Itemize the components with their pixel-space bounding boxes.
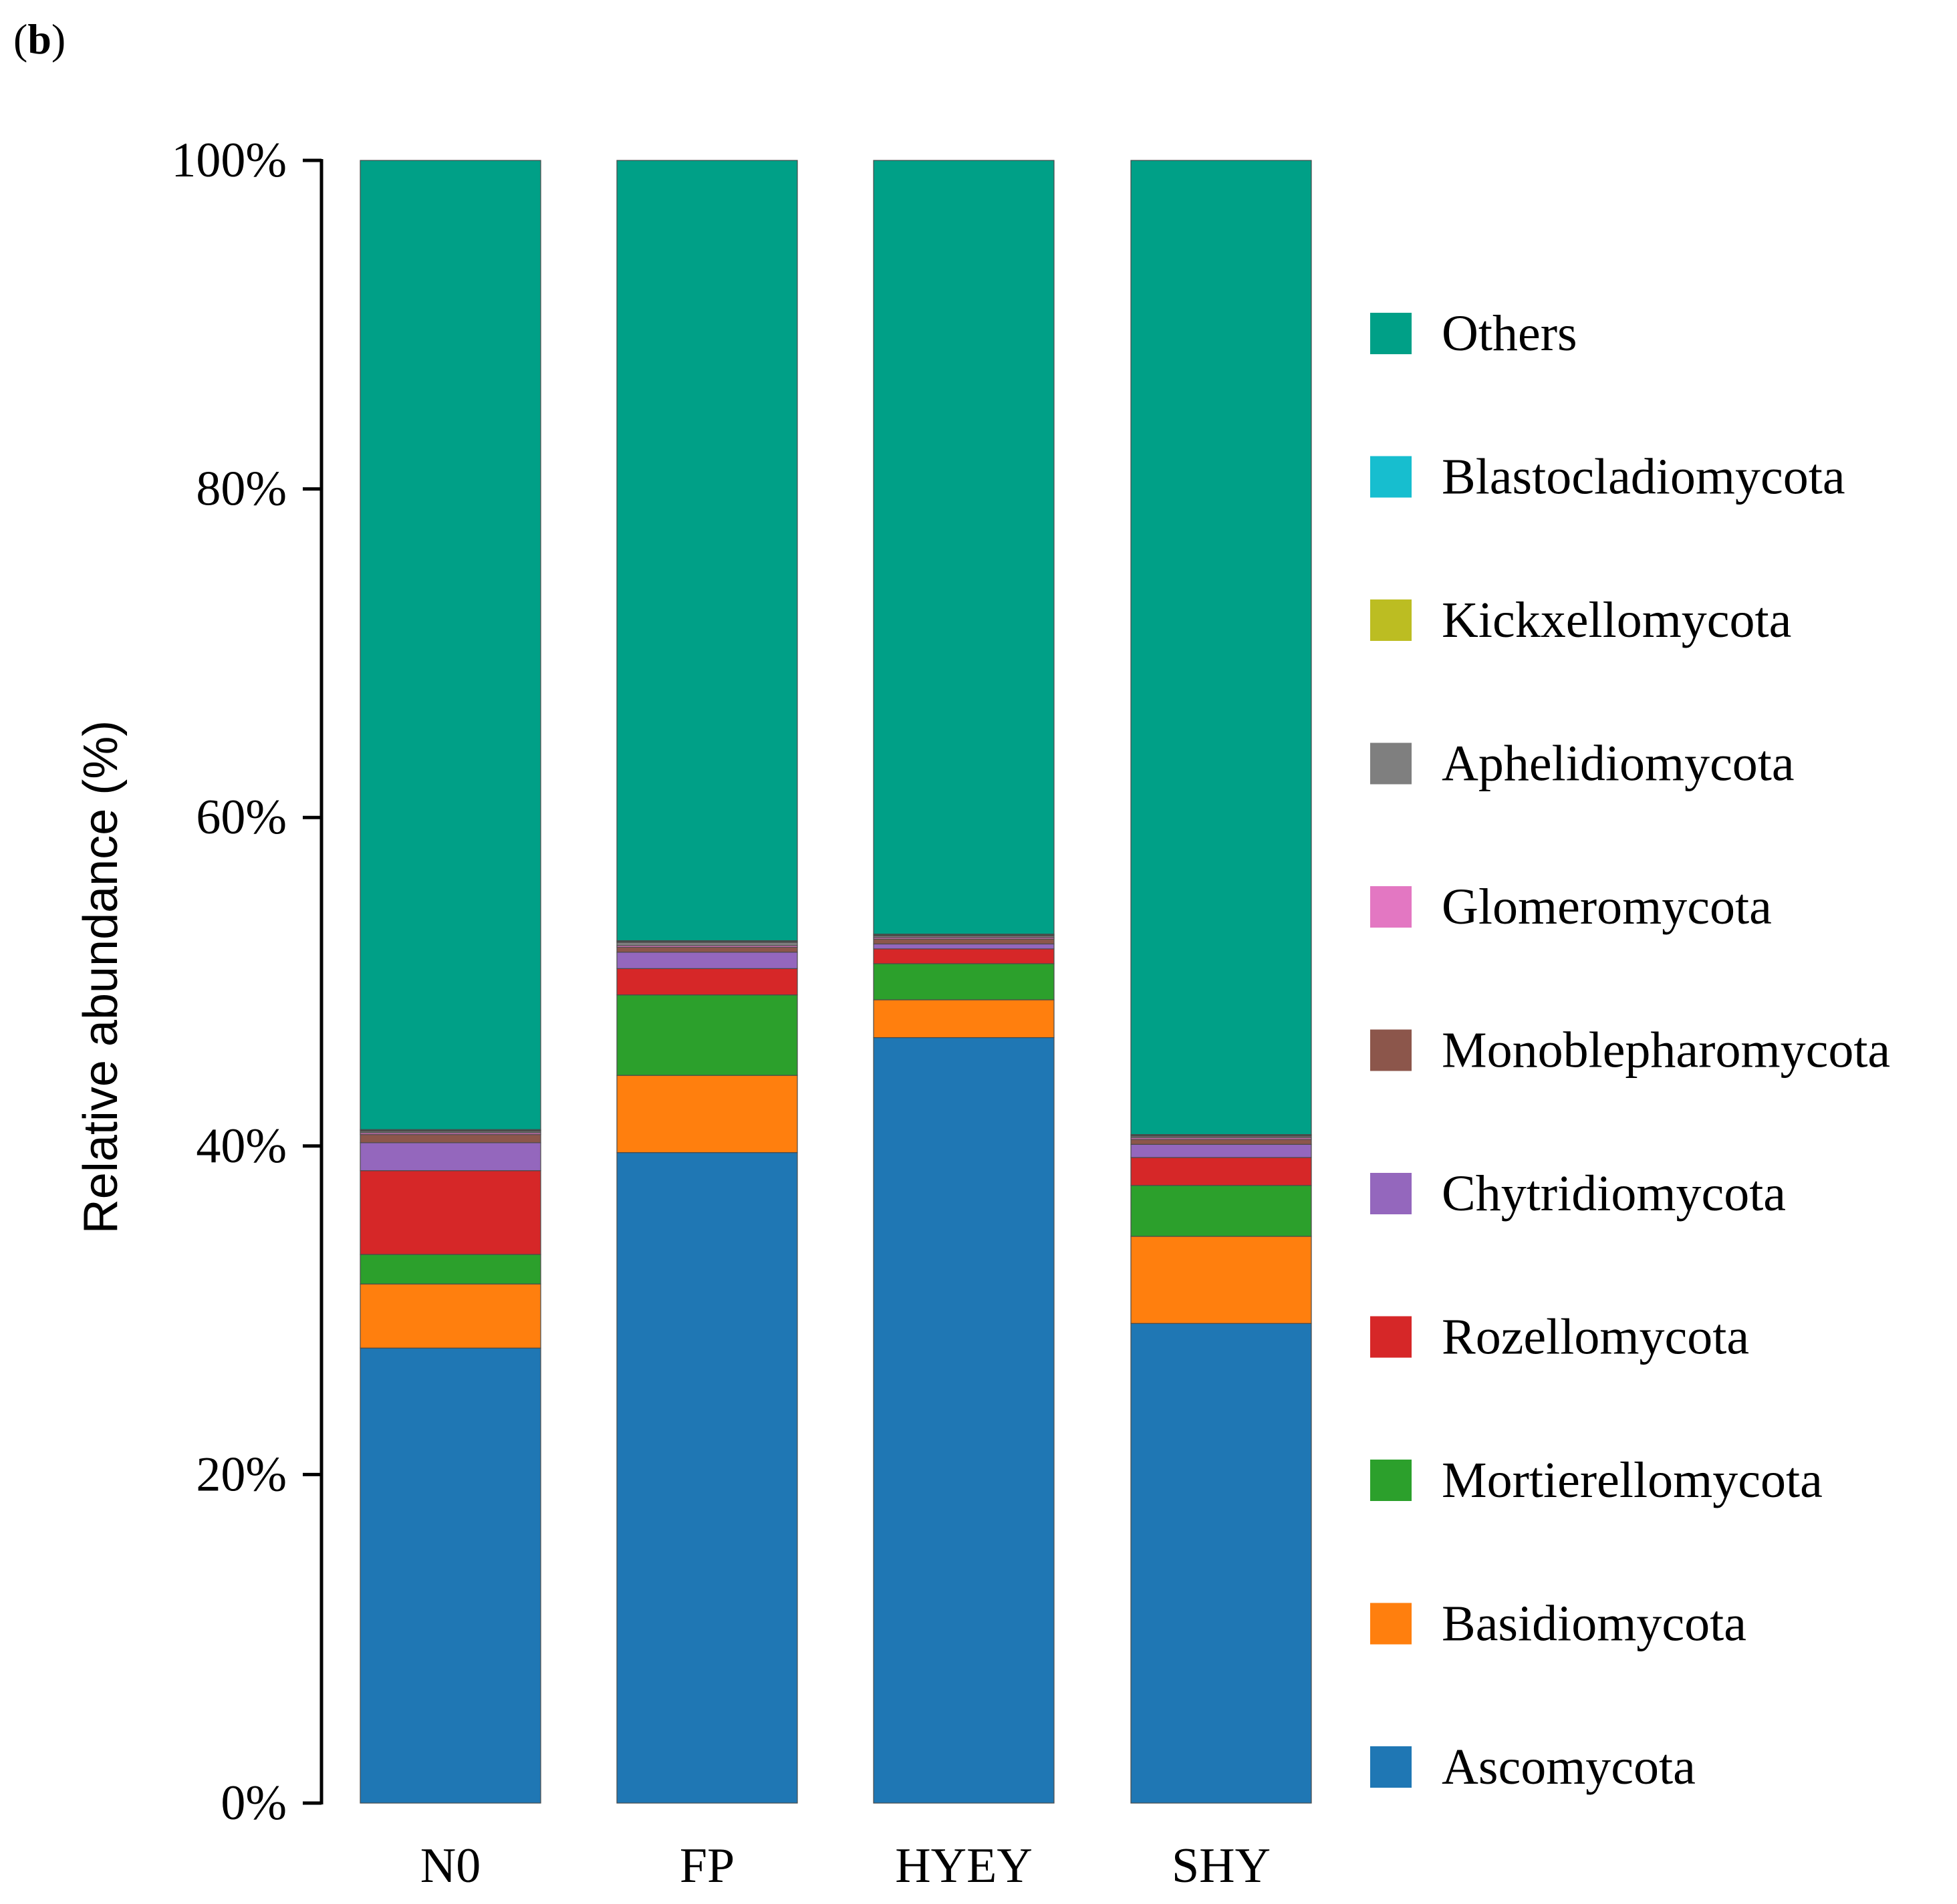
- legend-swatch: [1370, 1316, 1412, 1358]
- bar-segment-aphelidiomycota: [616, 942, 798, 946]
- legend-label: Ascomycota: [1442, 1739, 1696, 1795]
- bar-segment-monoblepharomycota: [360, 1133, 541, 1143]
- legend-label: Basidiomycota: [1442, 1596, 1746, 1652]
- bar-segment-others: [616, 160, 798, 942]
- legend-swatch: [1370, 599, 1412, 641]
- y-tick-label: 20%: [196, 1447, 287, 1502]
- bar-segment-ascomycota: [616, 1152, 798, 1804]
- bar-segment-chytridiomycota: [873, 943, 1055, 950]
- bar-stack-n0: [360, 160, 541, 1804]
- bar-segment-basidiomycota: [616, 1075, 798, 1153]
- bar-segment-rozellomycota: [360, 1170, 541, 1255]
- bar-segment-ascomycota: [1130, 1323, 1312, 1804]
- bar-segment-mortierellomycota: [360, 1254, 541, 1284]
- x-axis: N0 FP HYEY SHY: [420, 1839, 1271, 1893]
- legend-item-kickxellomycota: Kickxellomycota: [1370, 592, 1791, 648]
- legend-item-chytridiomycota: Chytridiomycota: [1370, 1166, 1786, 1222]
- bar-segment-basidiomycota: [873, 999, 1055, 1039]
- legend-swatch: [1370, 456, 1412, 498]
- x-category-label: FP: [680, 1839, 735, 1893]
- legend-item-others: Others: [1370, 305, 1577, 362]
- bar-segment-mortierellomycota: [873, 963, 1055, 1000]
- legend-item-ascomycota: Ascomycota: [1370, 1739, 1696, 1795]
- legend-label: Monoblepharomycota: [1442, 1023, 1890, 1079]
- legend-item-mortierellomycota: Mortierellomycota: [1370, 1452, 1823, 1508]
- legend-label: Aphelidiomycota: [1442, 736, 1795, 792]
- legend-label: Glomeromycota: [1442, 879, 1772, 935]
- bar-segment-rozellomycota: [616, 968, 798, 996]
- x-category-label: HYEY: [895, 1839, 1033, 1893]
- bar-segment-ascomycota: [360, 1347, 541, 1804]
- bars: [360, 160, 1312, 1804]
- y-tick-label: 40%: [196, 1119, 287, 1174]
- legend-label: Rozellomycota: [1442, 1309, 1749, 1365]
- legend-label: Mortierellomycota: [1442, 1452, 1823, 1508]
- legend-label: Others: [1442, 305, 1577, 362]
- y-axis: 0% 20% 40% 60% 80% 100%: [171, 133, 323, 1830]
- bar-stack-shy: [1130, 160, 1312, 1804]
- legend-swatch: [1370, 886, 1412, 928]
- bar-segment-mortierellomycota: [616, 994, 798, 1076]
- bar-segment-basidiomycota: [360, 1283, 541, 1349]
- bar-segment-rozellomycota: [1130, 1157, 1312, 1186]
- bar-segment-mortierellomycota: [1130, 1185, 1312, 1237]
- bar-segment-chytridiomycota: [360, 1142, 541, 1172]
- bar-segment-ascomycota: [873, 1037, 1055, 1804]
- y-tick-label: 80%: [196, 462, 287, 517]
- legend-label: Kickxellomycota: [1442, 592, 1791, 648]
- legend: Others Blastocladiomycota Kickxellomycota A…: [1370, 305, 1890, 1795]
- legend-swatch: [1370, 1173, 1412, 1214]
- x-category-label: N0: [420, 1839, 481, 1893]
- bar-segment-others: [873, 160, 1055, 935]
- bar-segment-monoblepharomycota: [1130, 1139, 1312, 1145]
- panel-label: (b): [13, 15, 66, 63]
- x-category-label: SHY: [1172, 1839, 1271, 1893]
- legend-label: Chytridiomycota: [1442, 1166, 1786, 1222]
- legend-item-aphelidiomycota: Aphelidiomycota: [1370, 736, 1795, 792]
- legend-swatch: [1370, 1603, 1412, 1645]
- legend-swatch: [1370, 1029, 1412, 1071]
- bar-segment-monoblepharomycota: [616, 946, 798, 953]
- bar-segment-basidiomycota: [1130, 1236, 1312, 1324]
- legend-swatch: [1370, 313, 1412, 354]
- bar-segment-chytridiomycota: [1130, 1143, 1312, 1158]
- legend-item-rozellomycota: Rozellomycota: [1370, 1309, 1749, 1365]
- y-tick-label: 60%: [196, 790, 287, 845]
- bar-segment-rozellomycota: [873, 948, 1055, 964]
- y-tick-label: 100%: [171, 133, 287, 188]
- bar-segment-others: [360, 160, 541, 1130]
- bar-segment-chytridiomycota: [616, 952, 798, 969]
- legend-swatch: [1370, 742, 1412, 785]
- legend-label: Blastocladiomycota: [1442, 449, 1845, 505]
- legend-swatch: [1370, 1460, 1412, 1501]
- bar-stack-fp: [616, 160, 798, 1804]
- y-axis-title: Relative abundance (%): [74, 720, 128, 1234]
- bar-stack-hyey: [873, 160, 1055, 1804]
- y-tick-label: 0%: [221, 1776, 287, 1830]
- legend-item-blastocladiomycota: Blastocladiomycota: [1370, 449, 1845, 505]
- legend-item-basidiomycota: Basidiomycota: [1370, 1596, 1746, 1652]
- bar-segment-others: [1130, 160, 1312, 1135]
- bar-segment-monoblepharomycota: [873, 938, 1055, 945]
- legend-item-monoblepharomycota: Monoblepharomycota: [1370, 1023, 1890, 1079]
- legend-item-glomeromycota: Glomeromycota: [1370, 879, 1772, 935]
- legend-swatch: [1370, 1746, 1412, 1788]
